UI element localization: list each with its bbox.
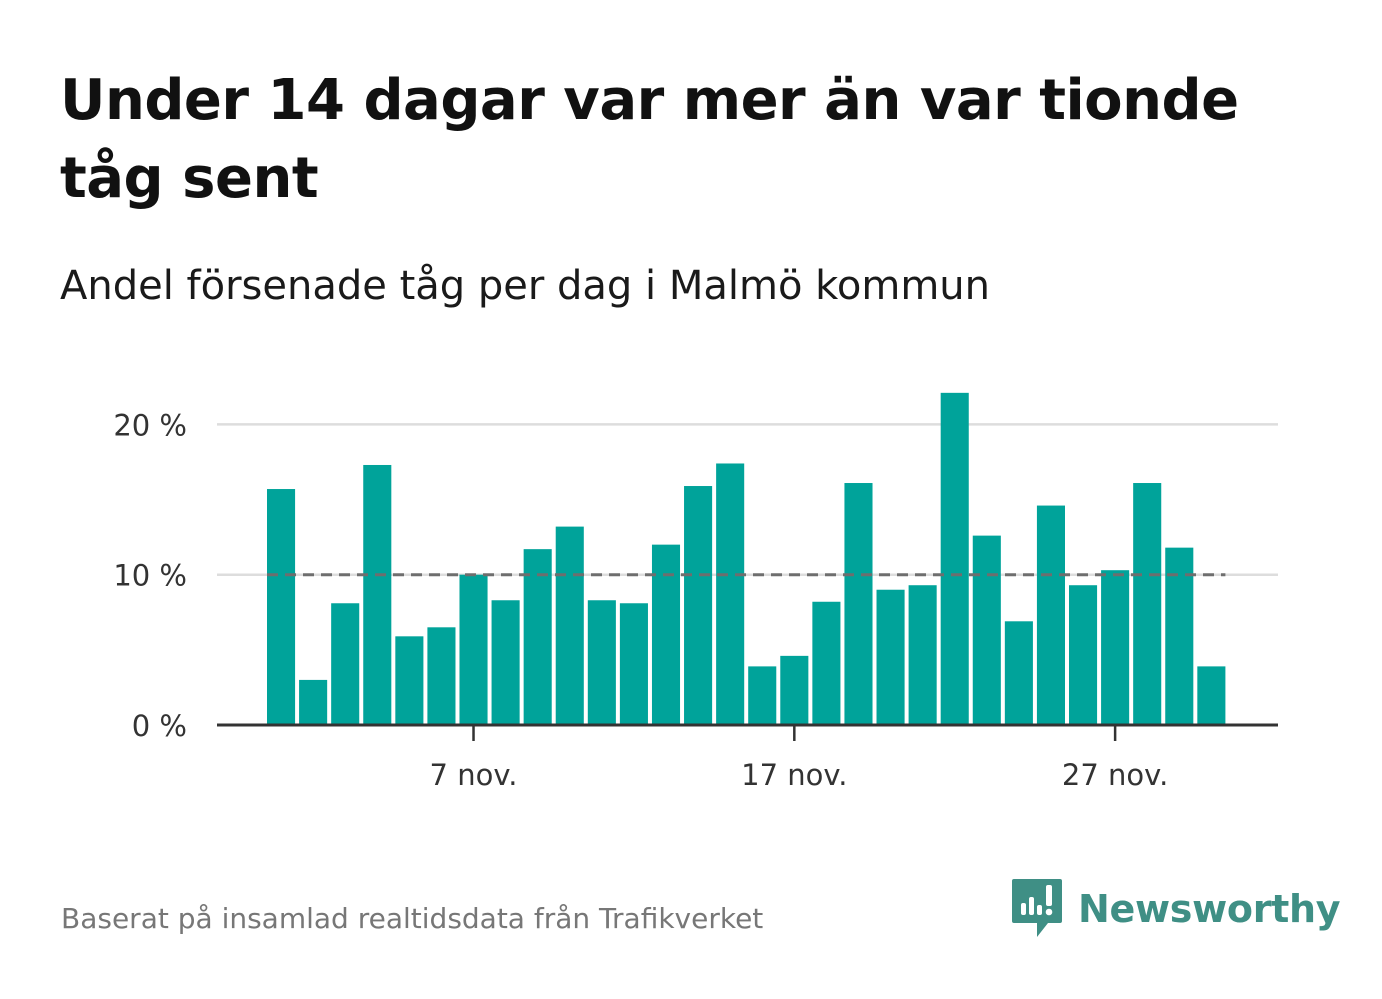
bar bbox=[587, 600, 616, 725]
bar bbox=[972, 535, 1001, 725]
bar bbox=[876, 589, 905, 725]
bar bbox=[523, 549, 552, 725]
y-tick-label: 0 % bbox=[132, 709, 187, 743]
brand-logo: Newsworthy bbox=[1010, 876, 1341, 942]
bar bbox=[844, 483, 873, 725]
bar bbox=[940, 392, 969, 725]
bar bbox=[427, 627, 456, 725]
y-tick-label: 20 % bbox=[113, 408, 187, 442]
bar bbox=[748, 666, 777, 725]
bar bbox=[1165, 547, 1194, 725]
chart-subtitle: Andel försenade tåg per dag i Malmö komm… bbox=[60, 263, 990, 309]
bar bbox=[1101, 570, 1130, 725]
bar bbox=[395, 636, 424, 725]
x-tick-label: 7 nov. bbox=[430, 758, 518, 792]
bar bbox=[363, 464, 392, 725]
bar bbox=[1004, 621, 1033, 725]
brand-name: Newsworthy bbox=[1078, 887, 1341, 931]
chart-title: Under 14 dagar var mer än var tionde tåg… bbox=[60, 68, 1239, 211]
bar bbox=[1133, 483, 1162, 725]
bar bbox=[780, 655, 809, 725]
x-tick-label: 17 nov. bbox=[741, 758, 847, 792]
bar bbox=[1036, 505, 1065, 725]
bar bbox=[491, 600, 520, 725]
source-note: Baserat på insamlad realtidsdata från Tr… bbox=[61, 902, 764, 935]
bar bbox=[555, 526, 584, 725]
bar bbox=[267, 489, 296, 725]
bar bbox=[299, 679, 328, 725]
bar bbox=[908, 585, 937, 725]
bar bbox=[1197, 666, 1226, 725]
bar bbox=[812, 601, 841, 725]
bar bbox=[619, 603, 648, 725]
bar-chart: 0 % 10 % 20 % 7 nov. 17 nov. 27 nov. bbox=[113, 392, 1278, 792]
bar bbox=[1069, 585, 1098, 725]
bar bbox=[684, 486, 713, 725]
x-tick-label: 27 nov. bbox=[1062, 758, 1168, 792]
bar bbox=[716, 463, 745, 725]
bar bbox=[651, 544, 681, 725]
newsworthy-logo-icon bbox=[1012, 879, 1062, 937]
y-tick-label: 10 % bbox=[113, 559, 187, 593]
bar bbox=[331, 603, 360, 725]
bar bbox=[459, 574, 488, 725]
